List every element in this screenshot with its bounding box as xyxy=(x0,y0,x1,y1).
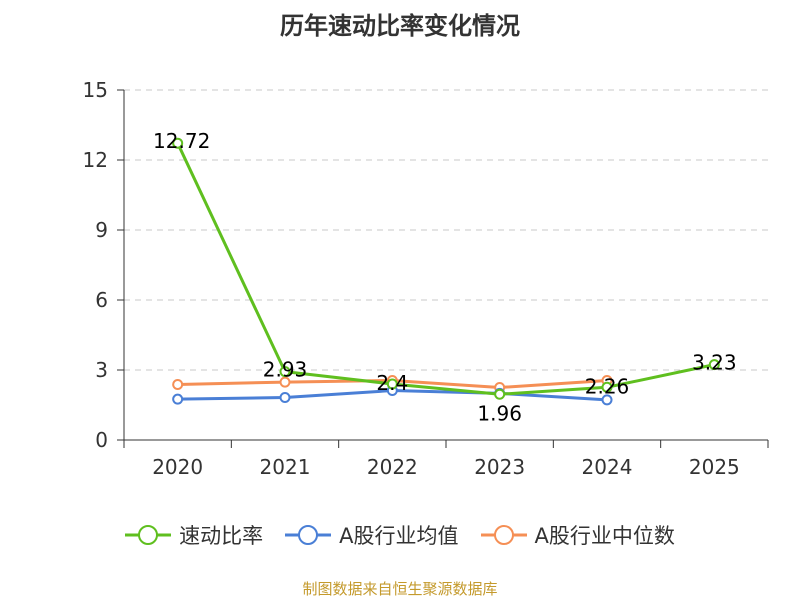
y-tick-label-15: 15 xyxy=(83,78,108,102)
x-tick-label-2021: 2021 xyxy=(260,455,311,479)
x-tick-label-2023: 2023 xyxy=(474,455,525,479)
grid-layer xyxy=(124,89,768,371)
legend-label-industry-mean: A股行业均值 xyxy=(339,524,459,548)
y-tick-label-3: 3 xyxy=(95,358,108,382)
x-tick-label-2022: 2022 xyxy=(367,455,418,479)
legend-label-quick-ratio: 速动比率 xyxy=(179,524,264,548)
y-tick-label-0: 0 xyxy=(95,428,108,452)
series-1-point-2021 xyxy=(279,392,291,404)
series-0-point-2025 xyxy=(708,359,720,371)
series-2-point-2021 xyxy=(279,376,291,388)
legend-swatch-industry-mean-icon xyxy=(285,525,332,545)
data-label-2021: 2.93 xyxy=(263,358,308,382)
data-label-2024: 2.26 xyxy=(585,374,630,398)
series-0-point-2024 xyxy=(601,381,613,393)
y-tick-label-12: 12 xyxy=(83,148,108,172)
chart-title: 历年速动比率变化情况 xyxy=(280,12,520,40)
legend-swatch-industry-median-icon xyxy=(480,525,527,545)
series-0-point-2020 xyxy=(172,137,184,149)
legend-item-industry-mean[interactable]: A股行业均值 xyxy=(285,520,459,550)
y-tick-label-6: 6 xyxy=(95,288,108,312)
series-2-point-2020 xyxy=(172,378,184,390)
series-1-point-2020 xyxy=(172,393,184,405)
legend: 速动比率 A股行业均值 A股行业中位数 xyxy=(0,520,800,550)
data-label-2022: 2.4 xyxy=(376,371,408,395)
x-tick-label-2025: 2025 xyxy=(689,455,740,479)
legend-item-industry-median[interactable]: A股行业中位数 xyxy=(480,520,675,550)
legend-label-industry-median: A股行业中位数 xyxy=(534,524,675,548)
series-line-0 xyxy=(176,142,715,396)
x-tick-label-2024: 2024 xyxy=(582,455,633,479)
data-label-2023: 1.96 xyxy=(477,401,522,425)
x-tick-label-2020: 2020 xyxy=(152,455,203,479)
series-1-point-2024 xyxy=(601,394,613,406)
series-layer xyxy=(172,137,720,406)
series-0-point-2023 xyxy=(494,388,506,400)
axis-layer: 0 3 6 9 12 15 2020 2021 2022 2023 2024 2025 xyxy=(83,78,769,479)
data-label-2020: 12.72 xyxy=(153,129,210,153)
legend-item-quick-ratio[interactable]: 速动比率 xyxy=(125,520,263,550)
data-label-layer: 12.72 2.93 2.4 1.96 2.26 3.23 xyxy=(153,129,737,425)
data-label-2025: 3.23 xyxy=(692,351,737,375)
source-note: 制图数据来自恒生聚源数据库 xyxy=(302,580,498,598)
y-tick-label-9: 9 xyxy=(95,218,108,242)
legend-swatch-quick-ratio-icon xyxy=(125,525,172,545)
series-0-point-2021 xyxy=(279,366,291,378)
series-0-point-2022 xyxy=(386,378,398,390)
